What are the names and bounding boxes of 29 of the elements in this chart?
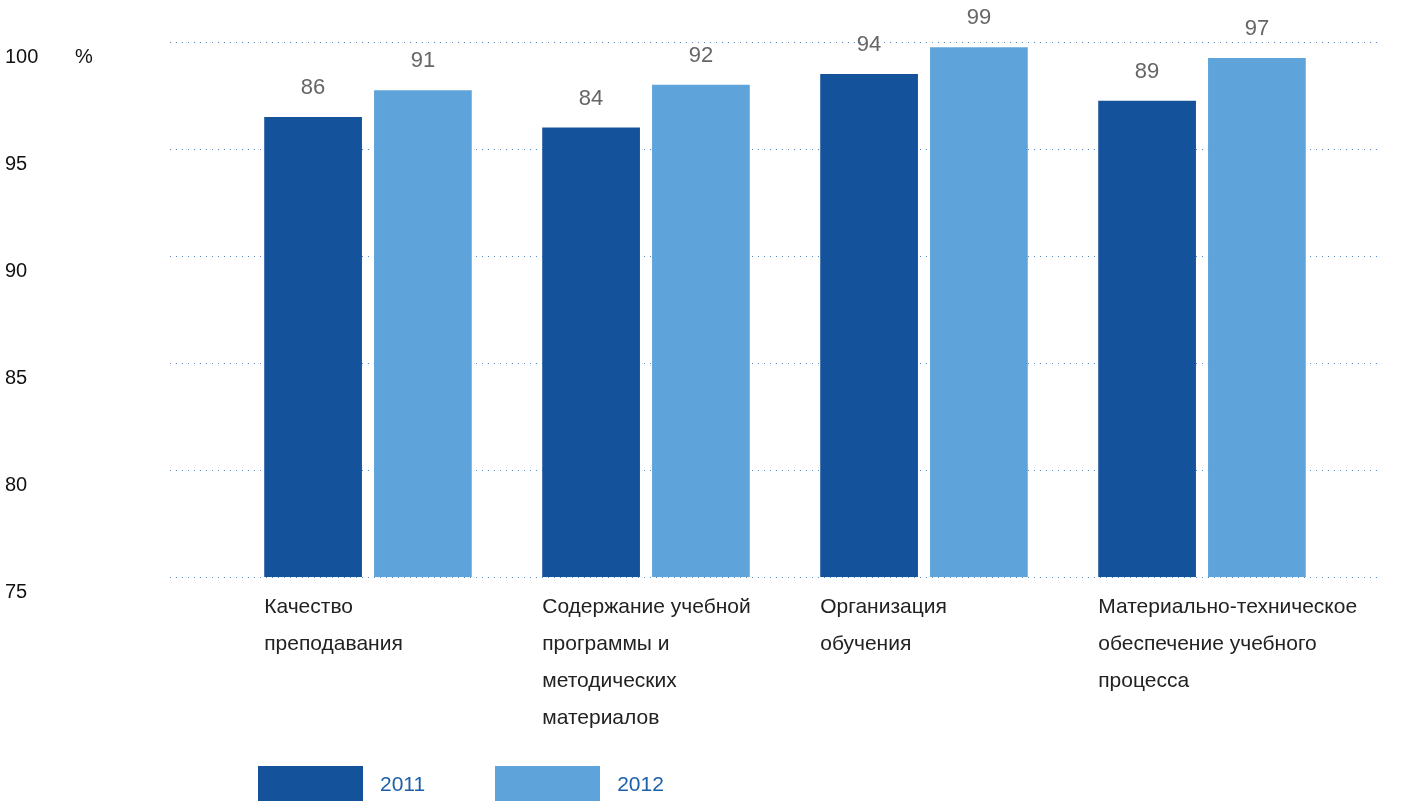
- data-label: 89: [1134, 57, 1160, 83]
- bar: [652, 84, 750, 577]
- data-label: 84: [578, 84, 604, 110]
- text: 100: [5, 44, 39, 67]
- data-label: 97: [1244, 15, 1270, 41]
- x-tick-label: Организация обучения: [820, 594, 947, 655]
- data-label: 94: [856, 31, 882, 57]
- data-label: 91: [410, 47, 436, 73]
- text: 95: [5, 151, 28, 174]
- data-label: 99: [966, 4, 992, 30]
- bar: [1098, 100, 1196, 577]
- bar: [264, 116, 362, 577]
- legend-label: 2011: [380, 771, 426, 796]
- data-label: 92: [688, 41, 714, 67]
- text: 85: [5, 365, 28, 388]
- bar: [820, 74, 918, 577]
- x-tick-label: Материально-техническое обеспечение учебного процесса: [1098, 594, 1358, 692]
- data-label: 86: [300, 73, 326, 99]
- text: 90: [5, 258, 28, 281]
- x-tick-label: Качество преподавания: [264, 594, 403, 655]
- bar: [930, 47, 1028, 577]
- text: 75: [5, 579, 28, 602]
- x-tick-label: Содержание учебной программы и методических материалов: [542, 594, 751, 729]
- bar: [542, 127, 640, 577]
- bar: [374, 90, 472, 577]
- text: 80: [5, 472, 28, 495]
- bar: [1208, 58, 1306, 577]
- legend-label: 2012: [617, 771, 664, 796]
- y-axis-title: %: [75, 44, 93, 67]
